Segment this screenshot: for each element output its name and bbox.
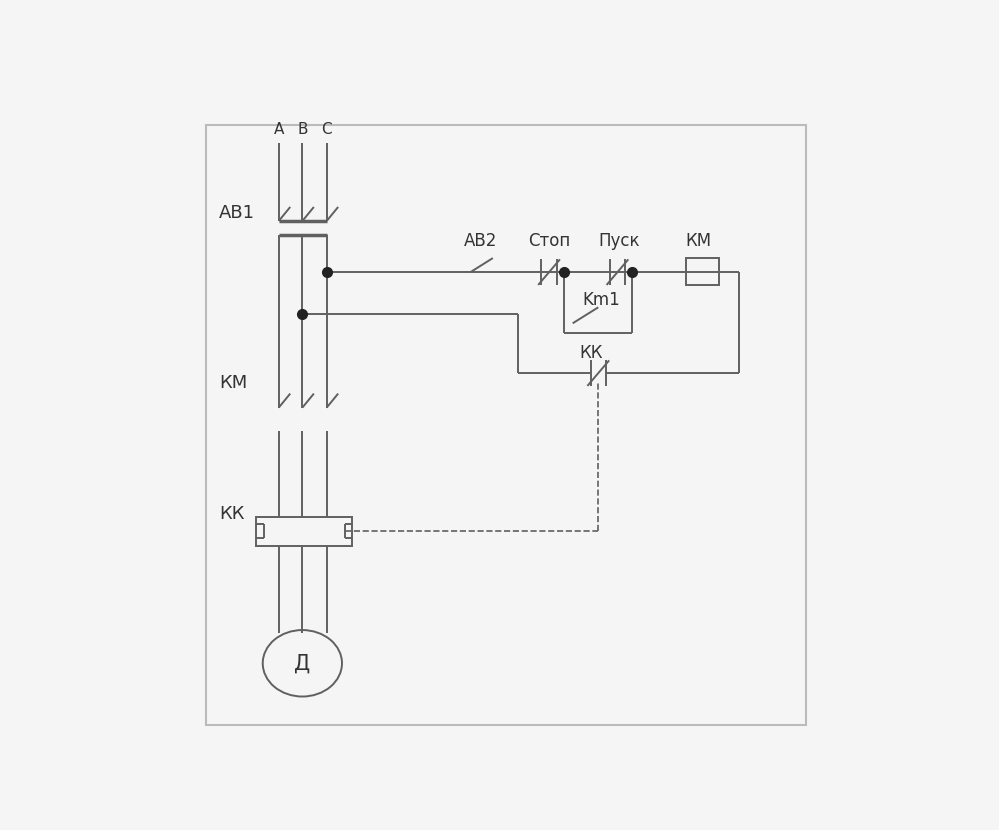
Text: АВ1: АВ1 — [219, 204, 256, 222]
Text: КК: КК — [579, 344, 602, 362]
Text: Пуск: Пуск — [598, 232, 639, 250]
Text: C: C — [322, 122, 332, 137]
Text: АВ2: АВ2 — [465, 232, 498, 250]
Bar — [257, 517, 353, 545]
Text: Km1: Km1 — [582, 291, 620, 310]
Text: Стоп: Стоп — [527, 232, 570, 250]
Text: A: A — [274, 122, 284, 137]
Text: КК: КК — [219, 505, 245, 523]
Bar — [686, 258, 719, 285]
Text: КМ: КМ — [219, 374, 248, 393]
Text: Д: Д — [295, 653, 311, 673]
Text: B: B — [297, 122, 308, 137]
Text: КМ: КМ — [686, 232, 712, 250]
